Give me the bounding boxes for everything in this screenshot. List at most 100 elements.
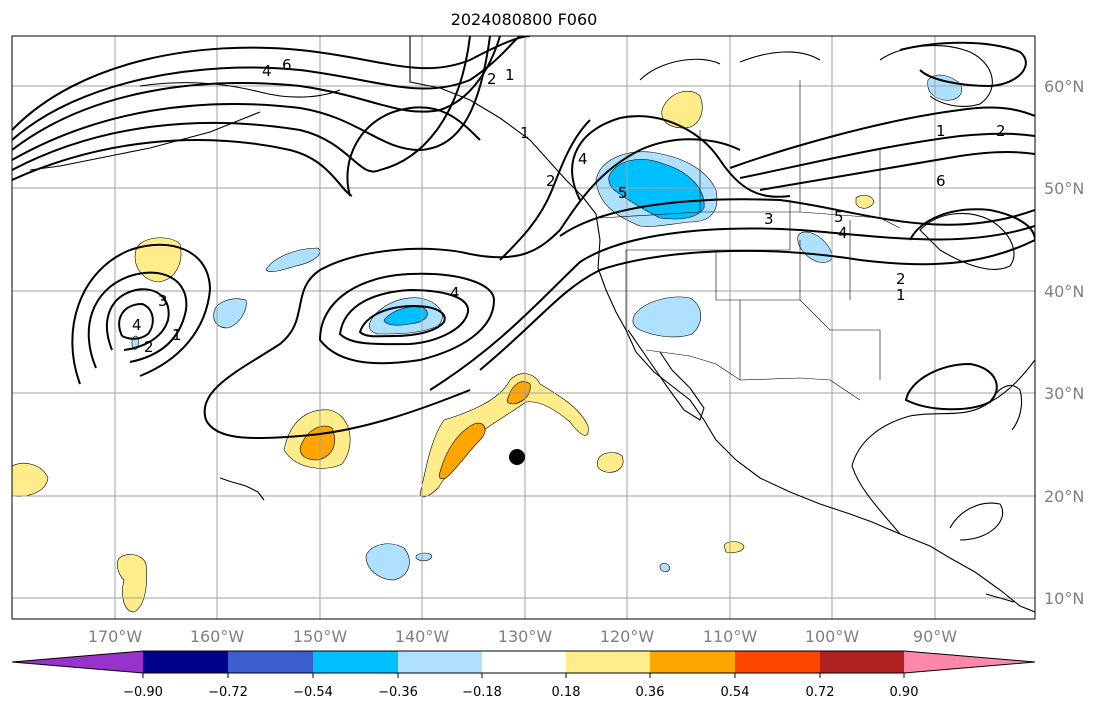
lon-label-140: 140°W: [395, 627, 450, 646]
coast-canada-north: [739, 51, 821, 63]
colorbar-tick-labels: −0.90 −0.72 −0.54 −0.36 −0.18 0.18 0.36 …: [123, 685, 918, 700]
contour-north-4: [12, 36, 491, 161]
contour-gulf-alaska: [346, 106, 481, 197]
coast-great-lakes: [919, 212, 1015, 270]
contour-north-3: [12, 36, 501, 151]
contour-canada-2: [739, 132, 1035, 179]
coast-arctic: [639, 58, 721, 81]
contour-label: 1: [172, 326, 182, 344]
contour-canada-1: [729, 106, 1035, 169]
colorbar-tick-label: 0.72: [806, 685, 835, 700]
colorbar-segment: [398, 651, 482, 673]
coast-yucatan: [949, 502, 1003, 541]
coast-north-america-west: [409, 36, 1035, 613]
contour-label: 2: [896, 270, 906, 288]
map-frame-border: [11, 35, 1036, 620]
contour-label: 1: [936, 122, 946, 140]
contour-labels: 6 4 2 1 2 1 4 5 6 1 2 5 4 3 2 1 3 4 4 2 …: [132, 56, 1006, 356]
fill-negative-hudson: [927, 74, 963, 101]
coast-alaska-peninsula: [139, 82, 341, 98]
lat-label-10: 10°N: [1044, 589, 1084, 608]
colorbar-tick-label: 0.90: [890, 685, 919, 700]
lon-label-150: 150°W: [293, 627, 348, 646]
contour-nw-low: [571, 115, 791, 201]
fill-negative-nw-core: [608, 159, 705, 220]
lon-label-130: 130°W: [498, 627, 553, 646]
coast-baja: [627, 329, 705, 421]
fill-positive-west-pacific: [134, 237, 182, 283]
contour-east-band-3: [559, 198, 1035, 237]
colorbar-segment: [228, 651, 313, 673]
contour-east-band-2: [429, 225, 1035, 391]
contour-label: 1: [896, 286, 906, 304]
colorbar-segment: [820, 651, 904, 673]
lon-label-90: 90°W: [913, 627, 957, 646]
contour-label: 3: [764, 210, 774, 228]
lon-label-170: 170°W: [88, 627, 143, 646]
contour-canada-3: [759, 151, 1035, 191]
contour-north-6: [12, 139, 353, 197]
lat-label-20: 20°N: [1044, 487, 1084, 506]
colorbar-segment: [143, 651, 228, 673]
latitude-labels: 60°N 50°N 40°N 30°N 20°N 10°N: [1044, 77, 1084, 608]
colorbar-segment: [735, 651, 820, 673]
colorbar-tick-label: −0.72: [208, 685, 248, 700]
contour-label: 4: [838, 224, 848, 242]
fill-negative-south: [365, 543, 410, 581]
contour-label: 6: [282, 56, 292, 74]
contour-north-5: [12, 36, 471, 173]
contour-central-low-outer: [203, 138, 741, 421]
contour-east-low: [909, 208, 1035, 241]
contour-east-band-1: [479, 239, 1035, 371]
lon-label-100: 100°W: [805, 627, 860, 646]
contour-label: 6: [936, 172, 946, 190]
colorbar-tick-label: −0.36: [378, 685, 418, 700]
colorbar-tick-label: 0.18: [552, 685, 581, 700]
lat-label-50: 50°N: [1044, 179, 1084, 198]
coast-florida: [989, 385, 1023, 431]
contour-label: 5: [834, 208, 844, 226]
fill-positive-great-lakes: [855, 195, 875, 209]
colorbar-ticks: [142, 673, 905, 678]
colorbar-tick-label: 0.54: [721, 685, 750, 700]
colorbar-segment: [650, 651, 735, 673]
lon-label-160: 160°W: [190, 627, 245, 646]
colorbar: [11, 650, 1036, 674]
fill-negative-small-3: [415, 552, 433, 562]
map-title: 2024080800 F060: [450, 10, 598, 29]
lon-label-120: 120°W: [600, 627, 655, 646]
colorbar-extend-low: [12, 651, 143, 673]
contour-central-low-3: [338, 288, 470, 346]
fill-positive-alaska: [661, 90, 703, 129]
contour-south-wave: [205, 389, 471, 440]
colorbar-segment: [566, 651, 650, 673]
colorbar-extend-high: [904, 651, 1035, 673]
contour-north-1: [12, 36, 531, 131]
contour-label: 5: [618, 184, 628, 202]
colorbar-segment: [482, 651, 566, 673]
contour-label: 2: [144, 338, 154, 356]
longitude-labels: 170°W 160°W 150°W 140°W 130°W 120°W 110°…: [88, 627, 957, 646]
coast-cuba: [985, 593, 1015, 603]
fill-positive-small-1: [596, 452, 624, 473]
contour-central-low-4: [358, 304, 446, 338]
contours: [12, 36, 1035, 440]
lat-label-30: 30°N: [1044, 384, 1084, 403]
colorbar-segment: [313, 651, 398, 673]
lat-label-40: 40°N: [1044, 282, 1084, 301]
contour-west-low-4: [118, 302, 154, 340]
contour-label: 3: [158, 292, 168, 310]
borders: [409, 36, 901, 401]
location-marker: [509, 449, 525, 465]
contour-gulf-high: [904, 362, 998, 411]
fill-negative-southwest: [632, 296, 702, 338]
lat-label-60: 60°N: [1044, 77, 1084, 96]
fill-negative-small-1: [265, 247, 320, 272]
coast-gulf-of-mexico: [851, 359, 1035, 535]
fill-positive-central-core: [438, 422, 486, 480]
contour-hudson: [899, 41, 1027, 88]
contour-label: 2: [487, 70, 497, 88]
colorbar-tick-label: 0.36: [636, 685, 665, 700]
contour-west-low-2: [87, 271, 188, 369]
